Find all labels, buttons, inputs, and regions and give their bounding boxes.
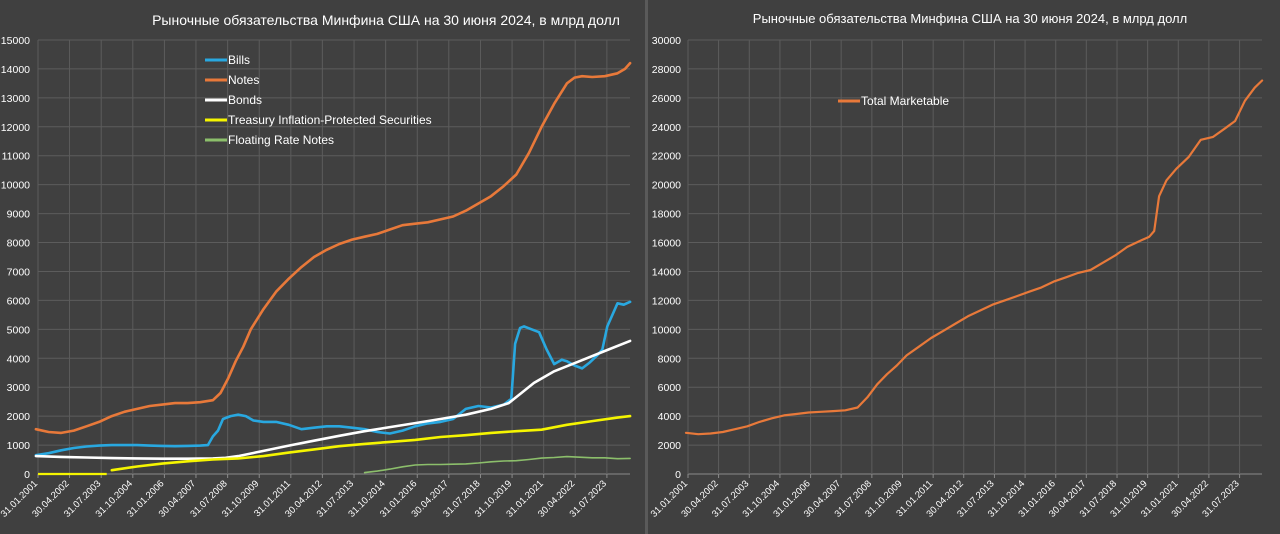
- chart-right-legend: Total Marketable: [838, 94, 949, 108]
- chart-right-gridlines: [687, 39, 1262, 475]
- series-line-floating-rate-notes: [363, 455, 631, 474]
- y-tick-label: 28000: [652, 64, 681, 76]
- chart-left-series: [34, 61, 632, 476]
- y-tick-label: 6000: [658, 382, 682, 394]
- y-tick-label: 9000: [7, 209, 31, 221]
- series-line-notes: [34, 61, 632, 435]
- y-tick-label: 10000: [1, 180, 30, 192]
- y-tick-label: 2000: [658, 440, 682, 452]
- legend-label: Bills: [228, 53, 250, 67]
- y-tick-label: 7000: [7, 266, 31, 278]
- chart-right-title: Рыночные обязательства Минфина США на 30…: [753, 11, 1187, 26]
- series-line-bonds: [34, 339, 632, 460]
- y-tick-label: 12000: [1, 122, 30, 134]
- y-tick-label: 10000: [652, 324, 681, 336]
- y-tick-label: 4000: [658, 411, 682, 423]
- y-tick-label: 22000: [652, 151, 681, 163]
- series-line-treasury-inflation-protected-securities: [110, 414, 632, 472]
- legend-label: Bonds: [228, 93, 262, 107]
- y-tick-label: 15000: [1, 35, 30, 47]
- legend-label: Treasury Inflation-Protected Securities: [228, 113, 432, 127]
- panel-divider: [645, 0, 648, 534]
- y-tick-label: 16000: [652, 238, 681, 250]
- y-tick-label: 12000: [652, 295, 681, 307]
- y-tick-label: 13000: [1, 93, 30, 105]
- y-tick-label: 18000: [652, 209, 681, 221]
- y-tick-label: 20000: [652, 180, 681, 192]
- y-tick-label: 14000: [652, 266, 681, 278]
- chart-left-y-axis: 0 1000 2000 3000 4000 5000 6000 7000 8000 9000 100…: [1, 35, 30, 481]
- legend-label: Notes: [228, 73, 259, 87]
- y-tick-label: 2000: [7, 411, 31, 423]
- chart-right-y-axis: 0 2000 4000 6000 8000 10000 12000 14000 16000 180…: [652, 35, 681, 481]
- legend-label: Total Marketable: [861, 94, 949, 108]
- chart-left-gridlines: [37, 39, 630, 475]
- y-tick-label: 8000: [658, 353, 682, 365]
- y-tick-label: 8000: [7, 238, 31, 250]
- y-tick-label: 0: [675, 469, 681, 481]
- y-tick-label: 0: [24, 469, 30, 481]
- series-line-total-marketable: [684, 79, 1264, 436]
- y-tick-label: 5000: [7, 324, 31, 336]
- chart-right-series: [684, 79, 1264, 436]
- y-tick-label: 14000: [1, 64, 30, 76]
- y-tick-label: 11000: [2, 151, 31, 163]
- y-tick-label: 26000: [652, 93, 681, 105]
- chart-left-legend: Bills Notes Bonds Treasury Inflation-Protec…: [205, 53, 432, 147]
- y-tick-label: 24000: [652, 122, 681, 134]
- y-tick-label: 4000: [7, 353, 31, 365]
- legend-label: Floating Rate Notes: [228, 133, 334, 147]
- chart-left-title: Рыночные обязательства Минфина США на 30…: [152, 12, 620, 28]
- y-tick-label: 30000: [652, 35, 681, 47]
- y-tick-label: 6000: [7, 295, 31, 307]
- y-tick-label: 3000: [7, 382, 31, 394]
- y-tick-label: 1000: [7, 440, 31, 452]
